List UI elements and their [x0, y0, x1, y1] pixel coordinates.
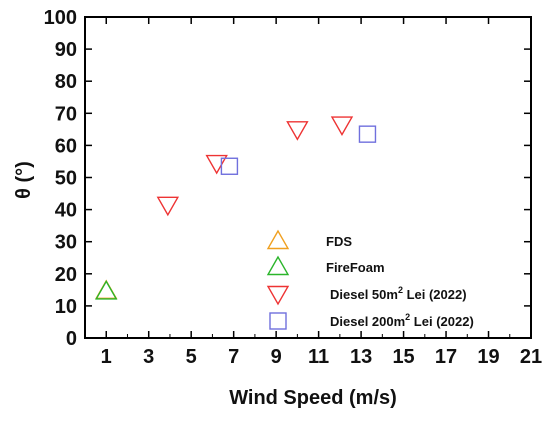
legend-label: FDS — [326, 234, 352, 249]
x-tick-label: 21 — [520, 346, 542, 368]
legend-marker — [266, 255, 290, 276]
points-layer — [95, 116, 377, 300]
y-tick-label: 100 — [44, 7, 77, 29]
legend-marker — [266, 285, 290, 306]
x-tick-label: 17 — [435, 346, 457, 368]
x-tick-label: 7 — [228, 346, 239, 368]
x-tick-label: 11 — [308, 346, 329, 368]
x-tick-label: 1 — [101, 346, 112, 368]
data-point — [95, 280, 118, 300]
legend: FDS FireFoam Diesel 50m2 Lei (2022) Diesel … — [266, 229, 474, 330]
x-tick-label: 5 — [186, 346, 197, 368]
y-tick-label: 50 — [55, 168, 77, 190]
x-tick-label: 13 — [350, 346, 372, 368]
x-tick-label: 15 — [392, 346, 414, 368]
data-point — [156, 196, 180, 217]
legend-label: FireFoam — [326, 260, 385, 275]
y-tick-label: 20 — [55, 264, 77, 286]
y-tick-label: 70 — [55, 103, 77, 125]
y-tick-label: 90 — [55, 39, 77, 61]
legend-marker — [269, 312, 287, 330]
data-point — [220, 157, 239, 175]
legend-marker — [266, 229, 290, 250]
y-tick-label: 10 — [55, 296, 77, 318]
y-axis-title: θ (°) — [13, 161, 35, 199]
legend-label: Diesel 200m2 Lei (2022) — [330, 312, 474, 329]
legend-label: Diesel 50m2 Lei (2022) — [330, 285, 467, 302]
data-point — [286, 121, 309, 141]
x-axis-title: Wind Speed (m/s) — [229, 387, 397, 409]
data-point — [95, 279, 118, 300]
y-tick-label: 80 — [55, 71, 77, 93]
y-tick-label: 30 — [55, 232, 77, 254]
x-tick-label: 3 — [143, 346, 154, 368]
y-tick-label: 60 — [55, 135, 77, 157]
x-tick-label: 9 — [271, 346, 282, 368]
data-point — [358, 125, 377, 143]
x-tick-label: 19 — [477, 346, 499, 368]
data-point — [330, 116, 354, 136]
y-tick-label: 0 — [66, 328, 77, 350]
y-tick-label: 40 — [55, 200, 77, 222]
